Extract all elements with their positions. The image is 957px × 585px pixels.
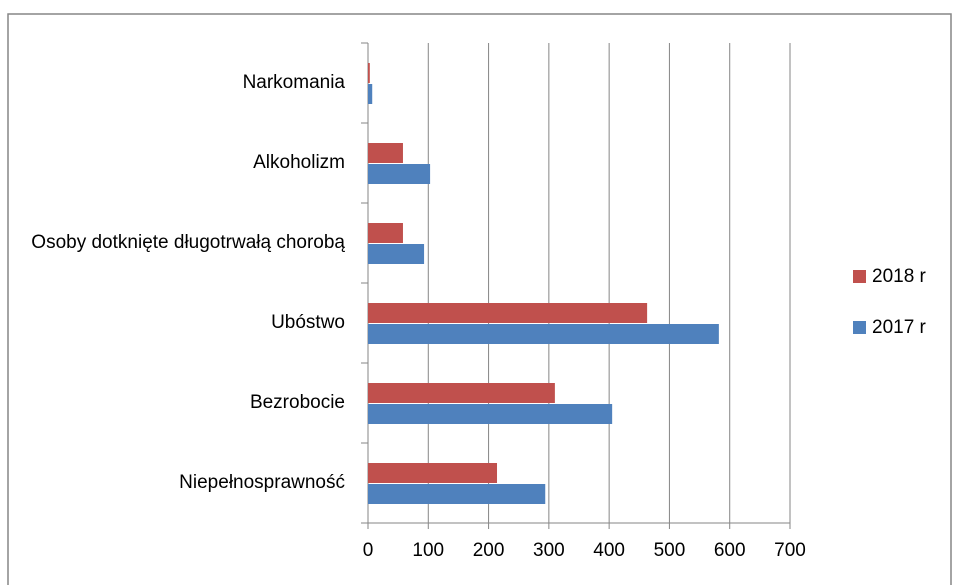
x-tick-label: 700: [774, 540, 806, 561]
category-label-box: Niepełnosprawność: [15, 443, 345, 523]
bar: [368, 383, 555, 403]
bar: [368, 164, 431, 184]
bar: [368, 84, 373, 104]
bar: [368, 223, 403, 243]
x-tick-label: 600: [714, 540, 746, 561]
category-label-box: Ubóstwo: [15, 283, 345, 363]
bar: [368, 244, 425, 264]
bar: [368, 463, 498, 483]
x-tick-label: 400: [593, 540, 625, 561]
x-tick-label: 0: [363, 540, 374, 561]
y-tick-label: Niepełnosprawność: [179, 472, 345, 493]
bar: [368, 404, 613, 424]
category-label-box: Alkoholizm: [15, 123, 345, 203]
bar: [368, 303, 648, 323]
x-tick-label: 500: [654, 540, 686, 561]
legend-swatch: [853, 270, 866, 283]
bar: [368, 143, 403, 163]
category-label-box: Narkomania: [15, 43, 345, 123]
legend-label: 2017 r: [872, 317, 927, 338]
bar: [368, 324, 719, 344]
y-tick-label: Osoby dotknięte długotrwałą chorobą: [31, 232, 345, 253]
y-tick-label: Bezrobocie: [249, 392, 345, 413]
legend-label: 2018 r: [872, 266, 927, 287]
y-tick-label: Ubóstwo: [271, 312, 345, 333]
category-label-box: Bezrobocie: [15, 363, 345, 443]
x-tick-label: 300: [533, 540, 565, 561]
bar: [368, 484, 546, 504]
x-tick-label: 200: [473, 540, 505, 561]
category-label-box: Osoby dotknięte długotrwałą chorobą: [15, 203, 345, 283]
y-tick-label: Narkomania: [242, 72, 345, 93]
x-tick-label: 100: [412, 540, 444, 561]
y-tick-label: Alkoholizm: [253, 152, 345, 173]
legend-swatch: [853, 321, 866, 334]
bar: [368, 63, 370, 83]
